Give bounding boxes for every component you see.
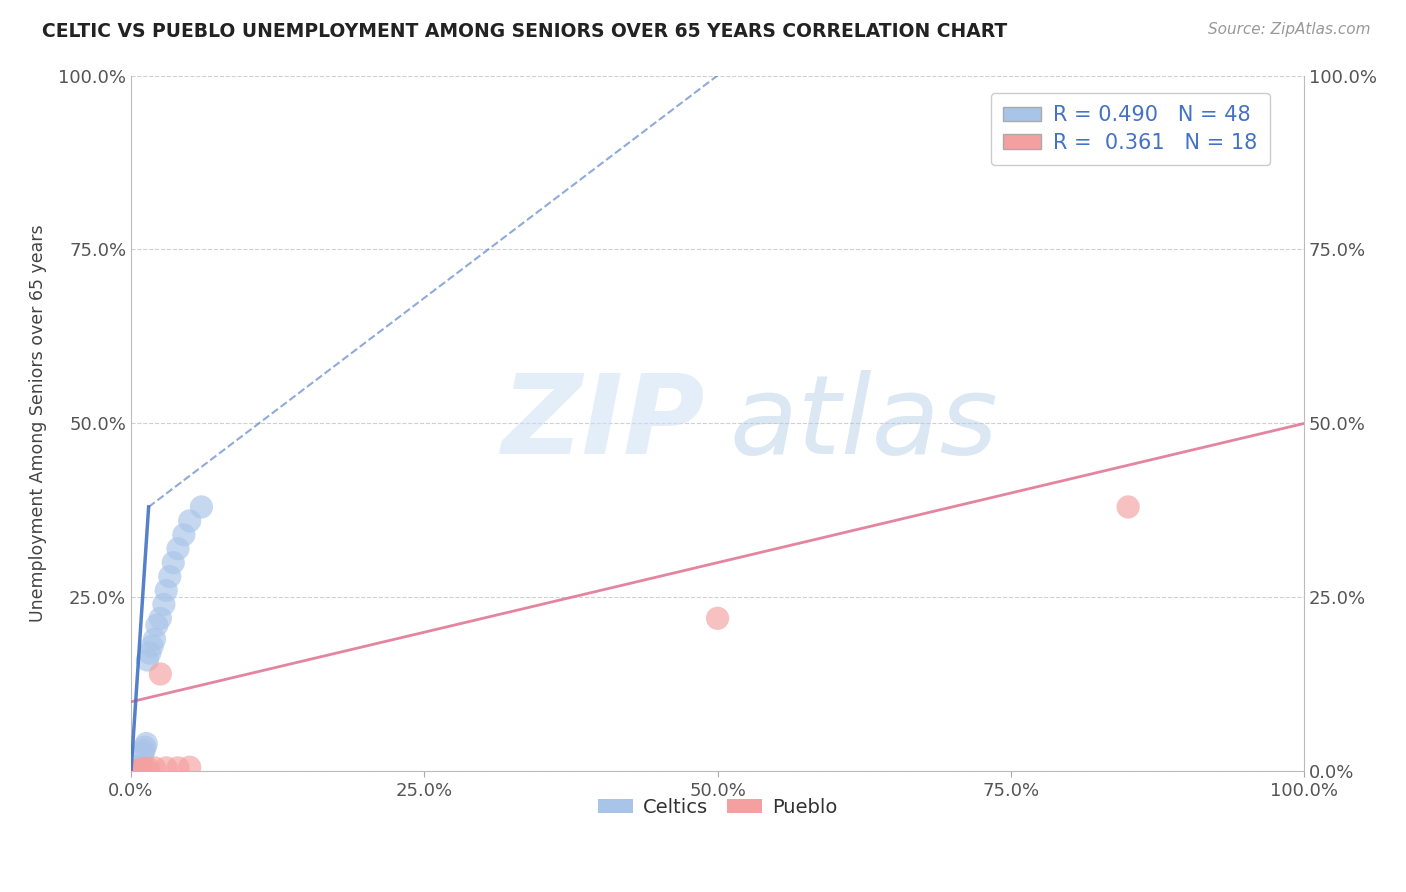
Point [139, 646, 162, 660]
Point [149, 611, 172, 625]
Point [120, 763, 142, 777]
Point [153, 598, 176, 612]
Point [125, 762, 148, 776]
Point [134, 739, 156, 754]
Point [706, 611, 728, 625]
Point [122, 764, 145, 779]
Point [125, 761, 148, 775]
Point [120, 764, 142, 779]
Point [125, 762, 148, 776]
Point [121, 764, 143, 778]
Point [120, 764, 142, 778]
Point [129, 761, 152, 775]
Point [143, 761, 166, 775]
Point [159, 569, 181, 583]
Point [132, 743, 155, 757]
Point [162, 556, 184, 570]
Point [190, 500, 212, 514]
Point [122, 763, 145, 777]
Point [128, 760, 150, 774]
Point [173, 528, 195, 542]
Text: ZIP: ZIP [502, 370, 706, 477]
Point [167, 761, 190, 775]
Point [134, 762, 156, 776]
Point [135, 737, 157, 751]
Point [1116, 500, 1139, 514]
Point [121, 764, 143, 779]
Point [120, 764, 142, 779]
Point [125, 760, 148, 774]
Point [125, 764, 148, 779]
Point [124, 762, 146, 776]
Text: atlas: atlas [730, 370, 998, 477]
Point [120, 763, 142, 777]
Point [155, 583, 177, 598]
Point [167, 541, 190, 556]
Point [121, 763, 143, 777]
Point [122, 762, 145, 776]
Text: Source: ZipAtlas.com: Source: ZipAtlas.com [1208, 22, 1371, 37]
Point [124, 764, 146, 779]
Point [136, 653, 159, 667]
Point [120, 764, 142, 779]
Point [124, 762, 146, 776]
Point [120, 764, 142, 778]
Point [121, 762, 143, 776]
Point [149, 667, 172, 681]
Point [146, 618, 169, 632]
Point [120, 764, 142, 779]
Point [127, 760, 149, 774]
Point [131, 759, 153, 773]
Point [125, 762, 148, 776]
Point [121, 762, 143, 776]
Point [120, 764, 142, 779]
Point [125, 761, 148, 775]
Legend: Celtics, Pueblo: Celtics, Pueblo [591, 789, 845, 824]
Point [132, 747, 155, 761]
Point [131, 762, 153, 776]
Point [124, 761, 146, 775]
Point [129, 760, 152, 774]
Point [179, 514, 201, 528]
Point [128, 763, 150, 777]
Point [141, 639, 163, 653]
Point [127, 761, 149, 775]
Y-axis label: Unemployment Among Seniors over 65 years: Unemployment Among Seniors over 65 years [30, 225, 46, 623]
Point [155, 761, 177, 775]
Point [179, 760, 201, 774]
Point [138, 762, 160, 776]
Text: CELTIC VS PUEBLO UNEMPLOYMENT AMONG SENIORS OVER 65 YEARS CORRELATION CHART: CELTIC VS PUEBLO UNEMPLOYMENT AMONG SENI… [42, 22, 1008, 41]
Point [143, 632, 166, 647]
Point [120, 764, 142, 779]
Point [120, 764, 142, 779]
Point [122, 762, 145, 776]
